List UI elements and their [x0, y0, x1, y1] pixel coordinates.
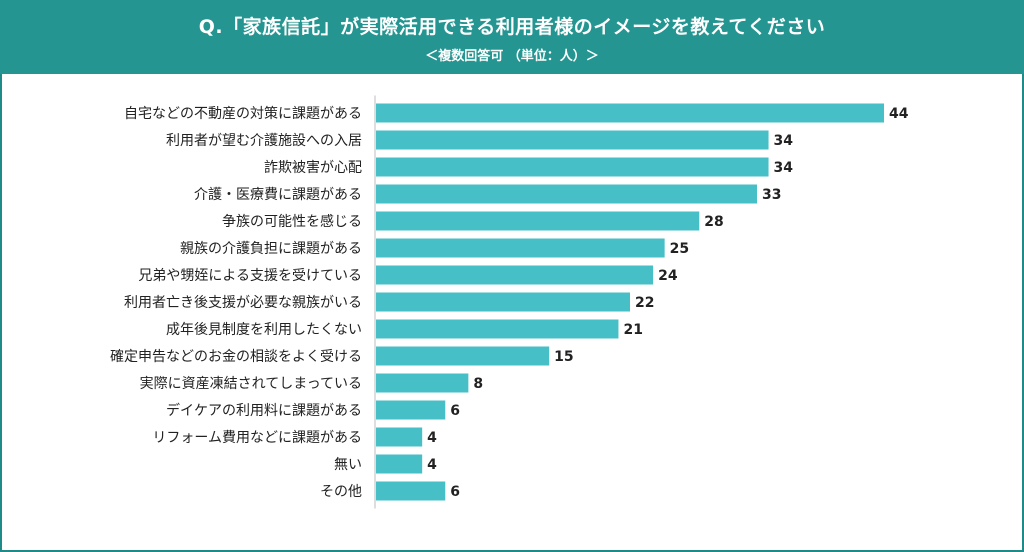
- category-label: 確定申告などのお金の相談をよく受ける: [110, 349, 362, 365]
- value-label: 24: [658, 268, 678, 284]
- bar: [376, 292, 630, 312]
- value-label: 33: [762, 187, 781, 203]
- value-label: 6: [450, 484, 460, 500]
- bar: [376, 400, 446, 420]
- category-label: 利用者亡き後支援が必要な親族がいる: [124, 295, 362, 311]
- bar: [376, 319, 619, 339]
- bar: [376, 481, 446, 501]
- category-label: 成年後見制度を利用したくない: [166, 322, 362, 338]
- value-label: 25: [670, 241, 689, 257]
- value-label: 6: [450, 403, 460, 419]
- category-label: 実際に資産凍結されてしまっている: [140, 376, 362, 392]
- bar: [376, 373, 469, 393]
- bar: [376, 184, 757, 204]
- value-label: 22: [635, 295, 654, 311]
- category-label: 無い: [334, 457, 362, 473]
- category-label: デイケアの利用料に課題がある: [166, 402, 362, 419]
- category-label: 争族の可能性を感じる: [222, 213, 362, 230]
- bar: [376, 346, 550, 366]
- bar: [376, 211, 700, 231]
- category-label: 介護・医療費に課題がある: [194, 186, 362, 203]
- bar: [376, 130, 769, 150]
- category-label: 自宅などの不動産の対策に課題がある: [124, 105, 362, 122]
- category-label: リフォーム費用などに課題がある: [152, 430, 362, 446]
- bar: [376, 427, 423, 447]
- bar: [376, 157, 769, 177]
- chart-subtitle: ＜複数回答可 （単位：人）＞: [425, 49, 599, 64]
- category-label: その他: [320, 484, 362, 500]
- value-label: 4: [427, 457, 437, 473]
- chart-title: Q.「家族信託」が実際活用できる利用者様のイメージを教えてください: [198, 16, 826, 38]
- value-label: 34: [774, 160, 794, 176]
- category-label: 利用者が望む介護施設への入居: [166, 133, 362, 149]
- value-label: 44: [889, 106, 909, 122]
- value-label: 15: [554, 349, 573, 365]
- category-label: 兄弟や甥姪による支援を受けている: [138, 268, 362, 284]
- value-label: 21: [623, 322, 642, 338]
- value-label: 8: [473, 376, 483, 392]
- bar: [376, 238, 665, 258]
- value-label: 34: [774, 133, 794, 149]
- category-label: 親族の介護負担に課題がある: [180, 241, 362, 257]
- bar: [376, 103, 884, 123]
- bar: [376, 265, 654, 285]
- category-label: 詐欺被害が心配: [264, 160, 362, 176]
- value-label: 4: [427, 430, 437, 446]
- chart-header: Q.「家族信託」が実際活用できる利用者様のイメージを教えてください ＜複数回答可…: [0, 0, 1024, 74]
- value-label: 28: [704, 214, 723, 230]
- bar: [376, 454, 423, 474]
